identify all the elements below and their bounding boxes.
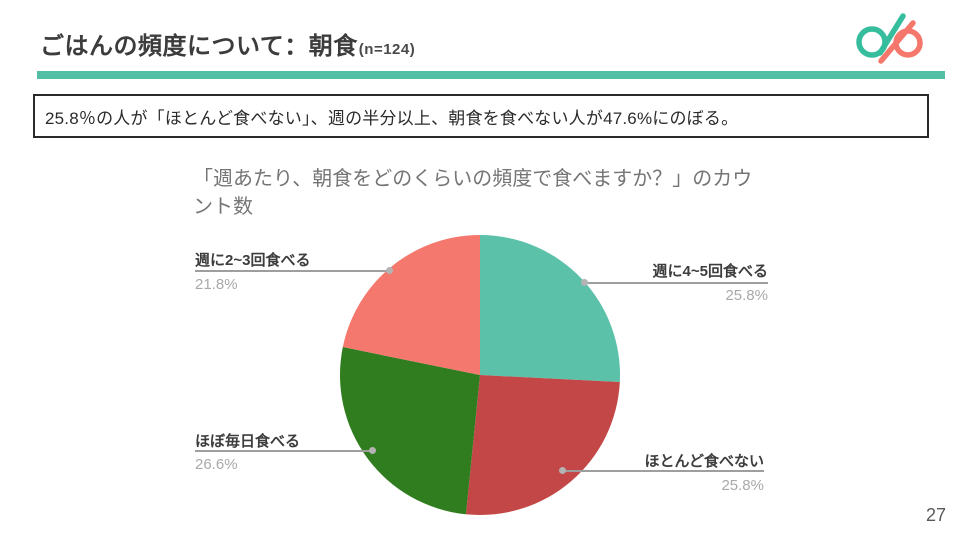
pie-label-rarely: ほとんど食べない — [644, 453, 764, 470]
summary-box: 25.8％の人が「ほとんど食べない」、週の半分以上、朝食を食べない人が47.6%… — [33, 94, 929, 138]
logo-p-stem — [878, 20, 916, 64]
callout-line-week-4-5 — [585, 282, 768, 284]
sample-size-label: (n=124) — [358, 41, 416, 58]
callout-dot-week-2-3 — [386, 267, 393, 274]
pie-slice-1 — [465, 375, 620, 515]
title-divider — [37, 71, 945, 79]
pie-chart — [340, 235, 620, 515]
pie-value-rarely: 25.8% — [721, 477, 764, 494]
page-title-text: ごはんの頻度について：朝食 — [40, 33, 358, 60]
callout-dot-rarely — [559, 467, 566, 474]
page-title: ごはんの頻度について：朝食(n=124) — [40, 26, 415, 61]
chart-title: 「週あたり、朝食をどのくらいの頻度で食べますか？」のカウント数 — [193, 168, 753, 218]
pie-value-almost-daily: 26.6% — [195, 456, 238, 473]
callout-dot-almost-daily — [369, 447, 376, 454]
callout-dot-week-4-5 — [581, 279, 588, 286]
pie-value-week-4-5: 25.8% — [725, 287, 768, 304]
callout-line-almost-daily — [195, 450, 373, 452]
pie-slice-2 — [340, 347, 480, 515]
callout-line-week-2-3 — [195, 270, 387, 272]
pie-label-week-2-3: 週に2~3回食べる — [195, 252, 311, 269]
pie-label-week-4-5: 週に4~5回食べる — [652, 263, 768, 280]
page-number: 27 — [925, 505, 946, 525]
pie-slice-0 — [480, 235, 620, 383]
company-logo — [856, 13, 923, 64]
pie-slice-3 — [342, 235, 480, 375]
summary-text: 25.8％の人が「ほとんど食べない」、週の半分以上、朝食を食べない人が47.6%… — [45, 108, 739, 128]
logo-d-slash — [877, 13, 906, 56]
callout-line-rarely — [563, 470, 764, 472]
pie-label-almost-daily: ほぼ毎日食べる — [195, 433, 301, 450]
pie-value-week-2-3: 21.8% — [195, 276, 238, 293]
